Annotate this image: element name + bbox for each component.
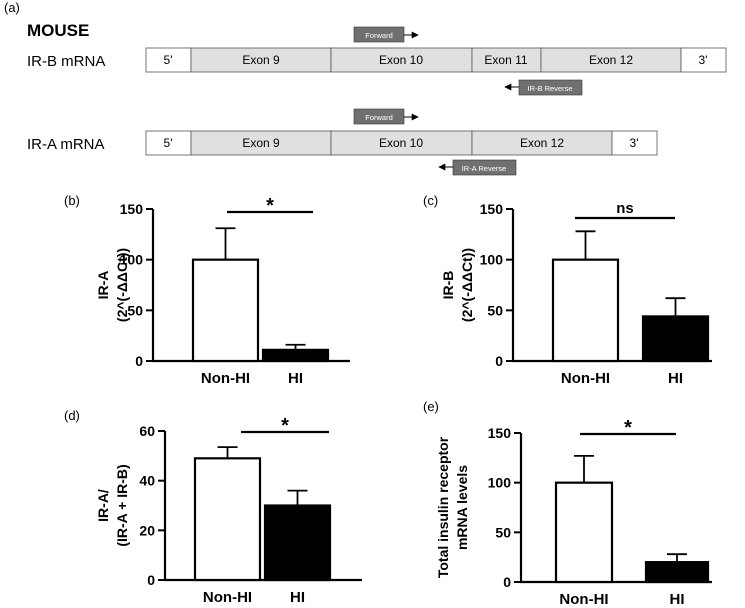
y-tick-label-0: 0 xyxy=(503,574,511,590)
x-tick-label-1: HI xyxy=(288,370,303,387)
y-tick-label-0: 0 xyxy=(135,353,143,369)
y-tick-label-0: 0 xyxy=(147,572,155,588)
chart-total-ir: (e) 0 50 100 150 Total insulin receptor mRNA l… xyxy=(423,399,712,608)
y-axis-label-0: IR-A xyxy=(95,271,111,300)
chart-irb: (c) 0 50 100 150 IR-B (2^(-ΔΔCt)) Non-HI HI ns xyxy=(423,193,712,387)
x-tick-label-0: Non-HI xyxy=(559,591,608,608)
ira-reverse-label: IR-A Reverse xyxy=(462,164,507,173)
y-axis-label-0: Total insulin receptor xyxy=(435,436,451,578)
chart-ira-ratio: (d) 0 20 40 60 IR-A/(IR-A + IR-B) Non-HI HI * xyxy=(64,408,362,606)
panel-label: (b) xyxy=(64,193,80,208)
ira-seg-label-1: Exon 9 xyxy=(242,136,280,150)
irb-seg-label-3: Exon 11 xyxy=(484,53,527,67)
x-tick-label-1: HI xyxy=(670,591,685,608)
irb-segments: 5' Exon 9 Exon 10 Exon 11 Exon 12 3' xyxy=(145,47,727,73)
bar-non-hi xyxy=(191,258,260,363)
y-tick-label-1: 50 xyxy=(487,302,503,318)
y-axis-label-0: IR-A/ xyxy=(95,489,111,522)
significance-marker: * xyxy=(281,415,289,437)
y-tick-label-0: 0 xyxy=(495,353,503,369)
irb-seg-3utr xyxy=(680,47,727,73)
y-tick-label-1: 50 xyxy=(127,302,143,318)
ira-seg-label-0: 5' xyxy=(164,136,173,150)
irb-seg-exon11 xyxy=(471,47,542,73)
x-tick-label-0: Non-HI xyxy=(561,370,610,387)
irb-seg-exon9 xyxy=(190,47,332,73)
ira-label: IR-A mRNA xyxy=(27,136,105,153)
ira-seg-5utr xyxy=(145,130,192,156)
y-axis-label-1: (2^(-ΔΔCt)) xyxy=(459,248,475,322)
significance-marker: * xyxy=(624,417,632,439)
ira-forward-label: Forward xyxy=(365,113,393,122)
irb-label: IR-B mRNA xyxy=(27,53,105,70)
ira-seg-exon10 xyxy=(330,130,473,156)
y-tick-label-3: 150 xyxy=(120,201,144,217)
y-tick-label-2: 100 xyxy=(120,252,144,268)
significance-marker: * xyxy=(266,195,274,217)
irb-seg-exon12 xyxy=(540,47,682,73)
panel-label: (d) xyxy=(64,408,80,423)
ira-seg-3utr xyxy=(611,130,658,156)
ira-segments: 5' Exon 9 Exon 10 Exon 12 3' xyxy=(145,130,658,156)
significance-marker: ns xyxy=(616,200,634,217)
chart-ira: (b) 0 50 100 150 IR-A (2^(-ΔΔCt)) Non-HI HI * xyxy=(64,193,350,387)
y-tick-label-2: 100 xyxy=(488,475,512,491)
bar-hi xyxy=(641,315,710,363)
bar-non-hi xyxy=(193,457,262,582)
x-tick-label-1: HI xyxy=(668,370,683,387)
irb-seg-label-2: Exon 10 xyxy=(379,53,423,67)
y-axis-label-0: IR-B xyxy=(440,271,456,300)
y-tick-label-3: 150 xyxy=(488,425,512,441)
bar-hi xyxy=(644,561,710,584)
y-axis-label-1: mRNA levels xyxy=(454,465,470,550)
y-tick-label-1: 50 xyxy=(495,524,511,540)
bar-hi xyxy=(261,348,330,363)
x-tick-label-1: HI xyxy=(290,589,305,606)
irb-seg-label-0: 5' xyxy=(164,53,173,67)
x-tick-label-0: Non-HI xyxy=(201,370,250,387)
irb-seg-label-4: Exon 12 xyxy=(589,53,633,67)
y-axis-label-1: (2^(-ΔΔCt)) xyxy=(114,248,130,322)
ira-reverse-primer xyxy=(452,159,517,176)
irb-seg-label-5: 3' xyxy=(699,53,708,67)
irb-reverse-label: IR-B Reverse xyxy=(527,84,572,93)
ira-seg-label-4: 3' xyxy=(630,136,639,150)
mrna-diagram: (a) MOUSE Forward IR-B mRNA 5' Exon 9 Ex… xyxy=(4,0,727,176)
panel-label-a: (a) xyxy=(4,0,20,15)
y-tick-label-1: 20 xyxy=(139,522,155,538)
ira-seg-label-3: Exon 12 xyxy=(520,136,564,150)
y-axis-label-1: (IR-A + IR-B) xyxy=(114,464,130,546)
y-tick-label-2: 100 xyxy=(480,252,504,268)
y-tick-label-3: 60 xyxy=(139,423,155,439)
irb-reverse-primer xyxy=(518,79,583,96)
species-label: MOUSE xyxy=(27,21,89,40)
ira-seg-label-2: Exon 10 xyxy=(379,136,423,150)
y-tick-label-3: 150 xyxy=(480,201,504,217)
irb-seg-exon10 xyxy=(330,47,473,73)
irb-seg-5utr xyxy=(145,47,192,73)
ira-seg-exon12 xyxy=(471,130,613,156)
y-tick-label-2: 40 xyxy=(139,473,155,489)
panel-label: (c) xyxy=(423,193,438,208)
x-tick-label-0: Non-HI xyxy=(203,589,252,606)
bar-non-hi xyxy=(551,258,620,363)
bar-hi xyxy=(263,504,332,582)
irb-seg-label-1: Exon 9 xyxy=(242,53,280,67)
irb-forward-label: Forward xyxy=(365,31,393,40)
bar-non-hi xyxy=(554,481,614,584)
panel-label: (e) xyxy=(423,399,439,414)
